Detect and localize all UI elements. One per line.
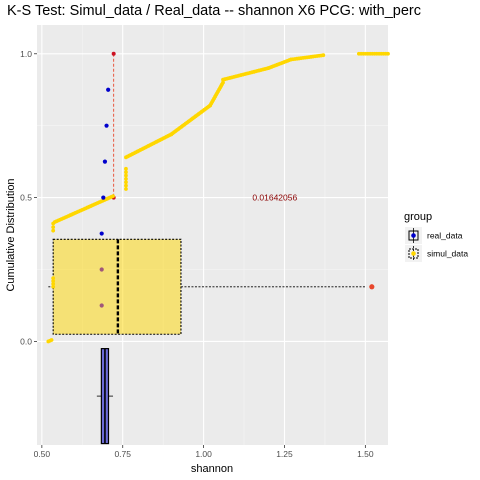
simul-point [49, 338, 54, 342]
legend-dot-real [411, 233, 416, 238]
chart-title: K-S Test: Simul_data / Real_data -- shan… [7, 3, 421, 19]
real-point [106, 87, 111, 92]
simul-point [51, 225, 56, 229]
x-tick-label: 0.75 [114, 449, 131, 459]
x-tick-label: 1.50 [357, 449, 374, 459]
legend-key-simul [405, 245, 422, 262]
real-point [101, 195, 106, 200]
simul-point [124, 180, 128, 185]
x-tick-label: 0.50 [34, 449, 51, 459]
simul-point [51, 282, 56, 286]
real-boxplot [96, 348, 114, 445]
simul-point [124, 173, 128, 178]
y-axis-ticks: 0.0 0.5 1.0 [20, 49, 37, 346]
real-point [99, 231, 104, 236]
real-point [102, 159, 108, 164]
simul-point [221, 80, 225, 85]
simul-point [111, 194, 115, 199]
legend-title: group [404, 211, 432, 223]
legend: group real_data simul_data [404, 211, 468, 262]
x-tick-label: 1.00 [195, 449, 212, 459]
legend-label-simul: simul_data [427, 249, 468, 259]
simul-point [51, 228, 56, 233]
plot-panel [37, 25, 388, 445]
real-data-points [99, 87, 111, 308]
grid-lines [37, 25, 388, 445]
simul-point [51, 284, 56, 289]
simul-point [124, 177, 128, 181]
legend-dot-simul [411, 251, 416, 256]
simul-data-points [46, 51, 390, 344]
x-axis-title: shannon [191, 463, 233, 475]
y-tick-label: 0.5 [20, 193, 32, 203]
simul-point [124, 166, 128, 171]
simul-boxplot [48, 238, 375, 335]
x-tick-label: 1.25 [276, 449, 293, 459]
y-axis-title: Cumulative Distribution [5, 178, 17, 291]
legend-label-real: real_data [427, 231, 463, 241]
real-point [104, 123, 109, 128]
simul-point [124, 170, 128, 175]
x-axis-ticks: 0.50 0.75 1.00 1.25 1.50 [34, 445, 374, 459]
real-point [99, 303, 104, 308]
ks-point-top [111, 51, 116, 56]
simul-point [386, 51, 390, 56]
real-point [99, 267, 104, 272]
ks-statistic-label: 0.01642056 [252, 192, 297, 202]
simul-point [321, 53, 326, 58]
simul-point [124, 183, 128, 188]
y-tick-label: 1.0 [20, 49, 32, 59]
simul-outlier [369, 284, 375, 290]
y-tick-label: 0.0 [20, 336, 32, 346]
simul-point [124, 187, 128, 191]
simul-point [51, 276, 56, 281]
legend-key-real [405, 227, 422, 244]
simul-point [51, 279, 56, 283]
